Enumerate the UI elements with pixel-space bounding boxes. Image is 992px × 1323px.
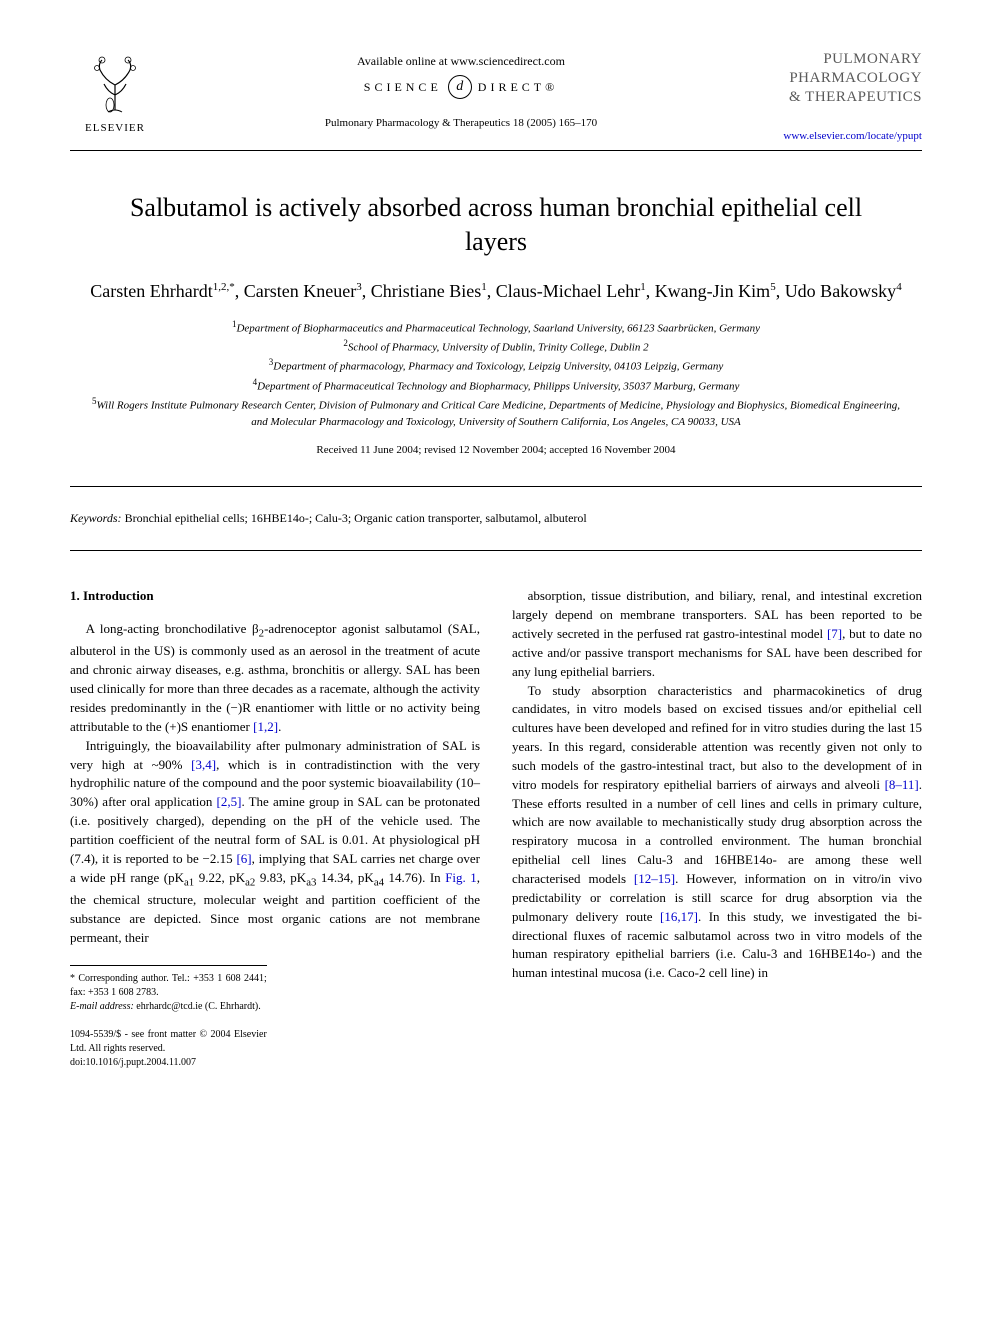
science-direct-logo: SCIENCE d DIRECT® [160,75,762,99]
affiliation-line: 1Department of Biopharmaceutics and Phar… [90,318,902,337]
sd-right: DIRECT® [478,80,558,95]
copyright-line-1: 1094-5539/$ - see front matter © 2004 El… [70,1028,267,1056]
citation-line: Pulmonary Pharmacology & Therapeutics 18… [160,117,762,129]
copyright-block: 1094-5539/$ - see front matter © 2004 El… [70,1028,267,1070]
sd-left: SCIENCE [364,80,442,95]
article-dates: Received 11 June 2004; revised 12 Novemb… [70,444,922,456]
affiliation-line: 2School of Pharmacy, University of Dubli… [90,337,902,356]
elsevier-label: ELSEVIER [85,122,145,134]
affiliation-line: 4Department of Pharmaceutical Technology… [90,376,902,395]
email-label: E-mail address: [70,1001,134,1012]
keywords-text: Bronchial epithelial cells; 16HBE14o-; C… [122,511,587,525]
section-heading-intro: 1. Introduction [70,587,480,606]
elsevier-tree-icon [80,50,150,120]
email-value: ehrhardc@tcd.ie (C. Ehrhardt). [134,1001,261,1012]
article-title: Salbutamol is actively absorbed across h… [110,191,882,259]
elsevier-logo: ELSEVIER [70,50,160,134]
affiliation-line: 3Department of pharmacology, Pharmacy an… [90,356,902,375]
body-paragraph: To study absorption characteristics and … [512,682,922,984]
affiliations-block: 1Department of Biopharmaceutics and Phar… [90,318,902,430]
footnotes-block: * Corresponding author. Tel.: +353 1 608… [70,965,267,1070]
body-columns: 1. Introduction A long-acting bronchodil… [70,587,922,1070]
journal-logo-block: PULMONARY PHARMACOLOGY & THERAPEUTICS ww… [762,50,922,142]
keywords-label: Keywords: [70,511,122,525]
column-left: 1. Introduction A long-acting bronchodil… [70,587,480,1070]
journal-title-3: & THERAPEUTICS [762,88,922,107]
body-paragraph: Intriguingly, the bioavailability after … [70,737,480,948]
page-header: ELSEVIER Available online at www.science… [70,50,922,142]
body-paragraph: A long-acting bronchodilative β2-adrenoc… [70,620,480,737]
corresponding-author: * Corresponding author. Tel.: +353 1 608… [70,972,267,1000]
journal-title-1: PULMONARY [762,50,922,69]
doi-line: doi:10.1016/j.pupt.2004.11.007 [70,1056,267,1070]
keywords-block: Keywords: Bronchial epithelial cells; 16… [70,486,922,551]
center-header: Available online at www.sciencedirect.co… [160,50,762,129]
header-rule [70,150,922,151]
journal-url-link[interactable]: www.elsevier.com/locate/ypupt [762,130,922,142]
journal-title-2: PHARMACOLOGY [762,69,922,88]
author-list: Carsten Ehrhardt1,2,*, Carsten Kneuer3, … [70,279,922,304]
email-line: E-mail address: ehrhardc@tcd.ie (C. Ehrh… [70,1000,267,1014]
affiliation-line: 5Will Rogers Institute Pulmonary Researc… [90,395,902,431]
body-paragraph: absorption, tissue distribution, and bil… [512,587,922,681]
sd-fingerprint-icon: d [448,75,472,99]
available-online-text: Available online at www.sciencedirect.co… [160,54,762,69]
column-right: absorption, tissue distribution, and bil… [512,587,922,1070]
